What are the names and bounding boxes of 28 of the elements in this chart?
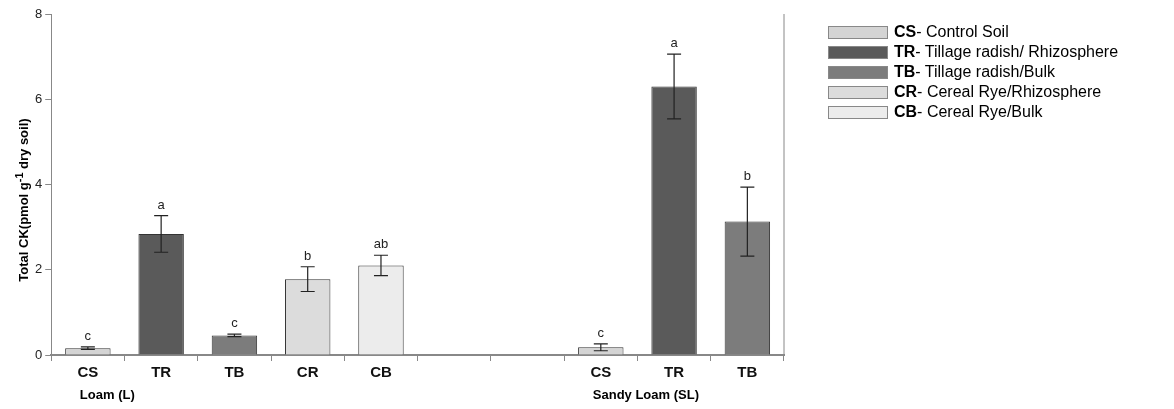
legend-label: CR- Cereal Rye/Rhizosphere <box>894 83 1102 101</box>
x-tick-label: CB <box>370 363 392 381</box>
legend-label: CS- Control Soil <box>894 23 1009 41</box>
x-tick-label: CS <box>590 363 612 381</box>
y-tick-label: 6 <box>35 90 43 106</box>
data-label: c <box>231 315 239 331</box>
x-tick-label: TR <box>664 363 685 381</box>
x-tick-label: TB <box>224 363 245 381</box>
data-label: c <box>597 325 605 340</box>
text: Sandy Loam (SL) <box>592 387 699 402</box>
data-label: b <box>743 168 751 184</box>
data-label: ab <box>373 236 389 252</box>
x-tick-label: TB <box>737 363 758 381</box>
legend-label: CB- Cereal Rye/Bulk <box>894 103 1043 121</box>
text: Loam (L) <box>79 387 135 402</box>
x-tick-label: CR <box>296 363 319 381</box>
data-label: c <box>84 327 92 343</box>
data-label: a <box>670 35 679 51</box>
y-tick-label: 2 <box>35 261 43 277</box>
legend-label: TR- Tillage radish/ Rhizosphere <box>894 43 1119 61</box>
data-label: a <box>157 196 166 212</box>
x-tick-label: CS <box>77 363 99 381</box>
y-tick-label: 8 <box>35 5 43 21</box>
legend-label: TB- Tillage radish/Bulk <box>894 63 1055 81</box>
y-tick-label: 4 <box>35 176 43 192</box>
x-tick-label: TR <box>151 363 172 381</box>
y-tick-label: 0 <box>35 346 43 362</box>
data-label: b <box>304 247 312 263</box>
